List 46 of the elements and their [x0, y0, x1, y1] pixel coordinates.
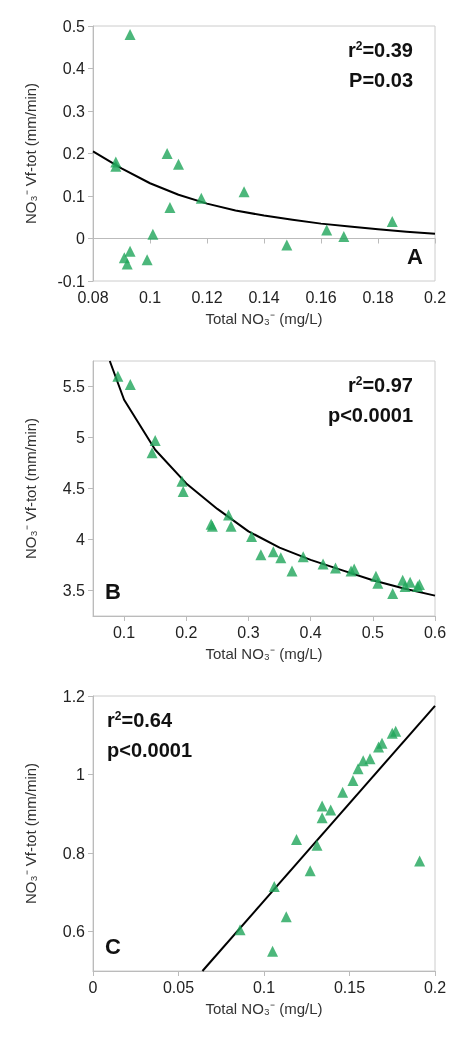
- annotation: p<0.0001: [107, 739, 193, 761]
- annotation: C: [105, 933, 121, 959]
- annotation: p<0.0001: [327, 404, 414, 426]
- x-tick-label: 0.1: [138, 288, 162, 306]
- y-tick-label: 3.5: [62, 582, 86, 599]
- y-tick-label: 4.5: [62, 480, 86, 497]
- x-tick-label: 0.5: [361, 623, 385, 641]
- y-tick-label: 0.4: [62, 60, 86, 77]
- y-tick-label: 0.6: [62, 923, 86, 941]
- x-tick-label: 0.1: [252, 978, 276, 996]
- x-axis-title: Total NO₃⁻ (mg/L): [205, 1000, 323, 1017]
- x-tick-label: 0.2: [423, 288, 447, 306]
- x-tick-label: 0.14: [248, 288, 280, 306]
- x-tick-label: 0.05: [162, 978, 195, 996]
- y-axis-title: NO₃⁻ Vf-tot (mm/min): [22, 82, 39, 225]
- y-tick-label: 1: [76, 766, 86, 784]
- y-tick-label: 4: [76, 531, 86, 548]
- x-tick-label: 0.12: [191, 288, 223, 306]
- y-tick-label: 1.2: [62, 687, 86, 705]
- x-tick-label: 0.3: [237, 623, 260, 641]
- x-tick-label: 0.08: [77, 288, 109, 306]
- x-tick-label: 0.4: [299, 623, 322, 641]
- annotation: P=0.03: [349, 69, 414, 91]
- x-tick-label: 0: [88, 978, 98, 996]
- y-tick-label: 0.3: [62, 102, 86, 120]
- y-tick-label: 0.8: [62, 844, 86, 862]
- y-axis-title: NO₃⁻ Vf-tot (mm/min): [22, 762, 39, 905]
- x-tick-label: 0.1: [112, 623, 136, 641]
- x-axis-title: Total NO₃⁻ (mg/L): [205, 310, 323, 327]
- y-tick-label: 5.5: [62, 378, 86, 395]
- annotation: B: [105, 578, 121, 604]
- y-tick-label: -0.1: [57, 272, 86, 290]
- annotation: A: [407, 243, 424, 269]
- x-tick-label: 0.15: [333, 978, 366, 996]
- x-tick-label: 0.2: [423, 978, 447, 996]
- x-tick-label: 0.18: [362, 288, 394, 306]
- y-tick-label: 0.2: [62, 145, 86, 162]
- y-axis-title: NO₃⁻ Vf-tot (mm/min): [22, 417, 39, 560]
- x-tick-label: 0.6: [423, 623, 447, 641]
- y-tick-label: 5: [76, 429, 86, 446]
- x-tick-label: 0.2: [175, 623, 198, 641]
- y-tick-label: 0.5: [62, 17, 86, 35]
- x-axis-title: Total NO₃⁻ (mg/L): [205, 645, 323, 662]
- y-tick-label: 0: [76, 230, 86, 247]
- y-tick-label: 0.1: [62, 187, 86, 205]
- x-tick-label: 0.16: [305, 288, 337, 306]
